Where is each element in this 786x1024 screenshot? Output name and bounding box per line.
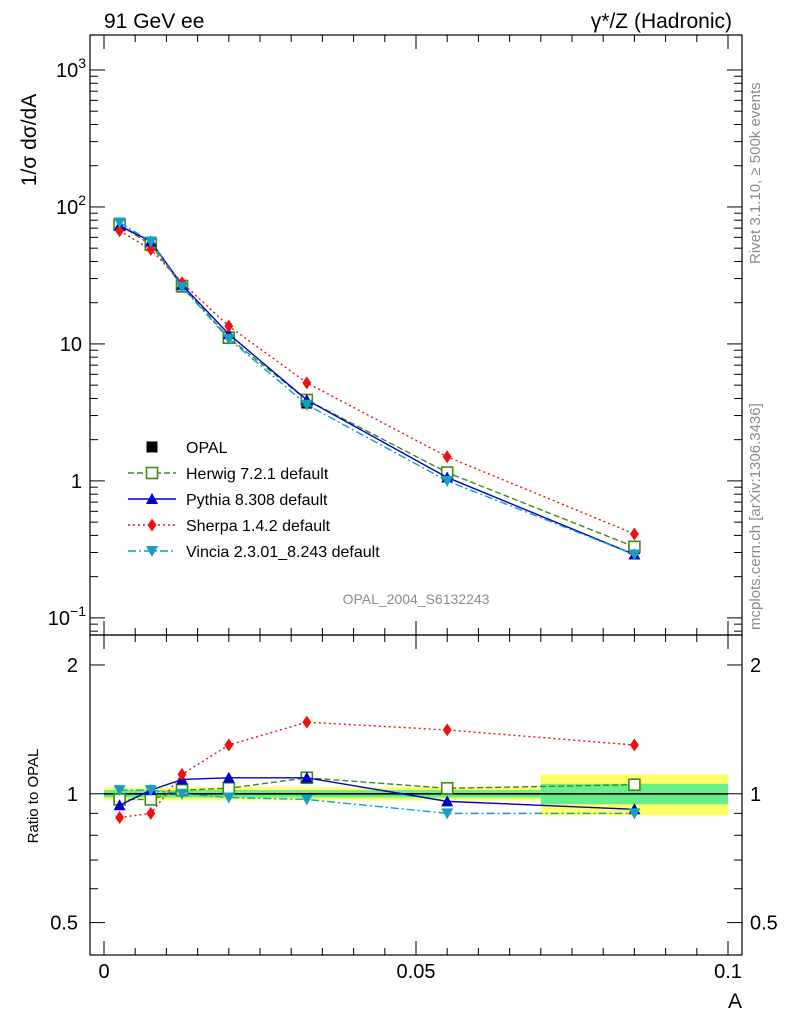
legend-marker [146, 441, 158, 453]
ratio-point-sherpa [146, 806, 156, 820]
y-tick-label: 1 [71, 471, 82, 493]
ratio-series [113, 715, 641, 825]
ratio-point-herwig [628, 778, 641, 792]
y-tick-base: 10 [56, 197, 78, 219]
x-axis-label: A [728, 990, 742, 1013]
main-line-sherpa [119, 230, 635, 535]
ratio-point-herwig [440, 781, 454, 795]
legend-marker [145, 466, 159, 480]
ratio-y-tick-label-left: 2 [67, 655, 78, 677]
ratio-point-sherpa [629, 738, 639, 752]
analysis-tag: OPAL_2004_S6132243 [343, 591, 490, 607]
side-label-lower: mcplots.cern.ch [arXiv:1306.3436] [747, 403, 764, 630]
y-tick-base: 10 [60, 334, 82, 356]
y-tick-base: 10 [48, 608, 70, 630]
header-right-label: γ*/Z (Hadronic) [591, 10, 732, 33]
ratio-point-sherpa [302, 715, 312, 729]
y-tick-base: 10 [56, 60, 78, 82]
ratio-point-pythia [113, 799, 126, 811]
legend: OPAL Herwig 7.2.1 default Pythia 8.308 def… [128, 440, 380, 561]
main-point-sherpa [442, 450, 452, 464]
legend-marker [147, 518, 157, 532]
main-point-vincia [222, 333, 235, 345]
y-tick-label: 103 [56, 55, 86, 82]
ratio-point-vincia [176, 788, 188, 800]
legend-entry-vincia: Vincia 2.3.01_8.243 default [128, 544, 380, 561]
main-point-vincia [176, 282, 188, 294]
ratio-point-herwig [222, 781, 236, 795]
ratio-y-tick-label-left: 1 [67, 784, 78, 806]
y-tick-base: 1 [71, 471, 82, 493]
ratio-y-tick-label-left: 0.5 [50, 913, 78, 935]
ratio-series-vincia [113, 785, 641, 820]
x-tick-label: 0.05 [397, 961, 436, 983]
legend-marker [146, 493, 158, 504]
ratio-point-vincia [300, 794, 313, 806]
legend-label: Pythia 8.308 default [186, 492, 328, 509]
legend-entry-sherpa: Sherpa 1.4.2 default [128, 518, 331, 535]
main-point-sherpa [224, 319, 234, 333]
main-series-sherpa [115, 224, 639, 541]
legend-label: Vincia 2.3.01_8.243 default [186, 544, 380, 561]
header-left-label: 91 GeV ee [104, 10, 204, 33]
ratio-point-vincia [113, 785, 126, 797]
ratio-point-vincia [441, 808, 454, 820]
y-tick-exponent: −1 [70, 603, 86, 619]
legend-entry-herwig: Herwig 7.2.1 default [128, 466, 329, 483]
ratio-point-sherpa [224, 738, 234, 752]
ratio-y-tick-label-right: 2 [750, 655, 761, 677]
y-tick-exponent: 2 [78, 192, 86, 208]
legend-label: OPAL [186, 440, 228, 457]
main-point-sherpa [146, 242, 156, 256]
ratio-point-vincia [628, 808, 641, 820]
ratio-point-sherpa [442, 723, 452, 737]
main-point-sherpa [115, 224, 125, 238]
ratio-point-sherpa [115, 811, 125, 825]
ratio-point-vincia [222, 792, 235, 804]
main-series [113, 217, 641, 561]
main-point-vincia [628, 549, 641, 561]
main-point-vincia [441, 475, 454, 487]
y-tick-exponent: 3 [78, 55, 86, 71]
ratio-point-pythia [222, 771, 235, 783]
legend-label: Sherpa 1.4.2 default [186, 518, 331, 535]
main-series-vincia [113, 217, 641, 561]
legend-label: Herwig 7.2.1 default [186, 466, 329, 483]
y-axis-label-main: 1/σ dσ/dA [18, 94, 41, 186]
legend-entry-data: OPAL [146, 440, 228, 457]
legend-marker [146, 546, 158, 557]
main-point-vincia [300, 399, 313, 411]
ratio-series-sherpa [115, 715, 639, 825]
main-point-sherpa [629, 527, 639, 541]
ratio-point-vincia [144, 785, 157, 797]
y-axis-label-ratio: Ratio to OPAL [25, 749, 42, 844]
legend-entry-pythia: Pythia 8.308 default [128, 492, 328, 509]
y-tick-label: 10 [60, 334, 82, 356]
ratio-y-tick-label-right: 1 [750, 784, 761, 806]
ratio-point-sherpa [177, 767, 187, 781]
ratio-point-pythia [441, 795, 454, 807]
main-point-vincia [144, 236, 157, 248]
ratio-y-tick-label-right: 0.5 [750, 913, 778, 935]
side-label-upper: Rivet 3.1.10, ≥ 500k events [747, 82, 764, 264]
y-tick-label: 102 [56, 192, 86, 219]
ratio-point-pythia [300, 771, 313, 783]
x-tick-label: 0.1 [714, 961, 742, 983]
main-point-vincia [113, 217, 126, 229]
y-tick-label: 10−1 [48, 603, 86, 630]
main-point-sherpa [302, 376, 312, 390]
x-tick-label: 0 [98, 961, 109, 983]
